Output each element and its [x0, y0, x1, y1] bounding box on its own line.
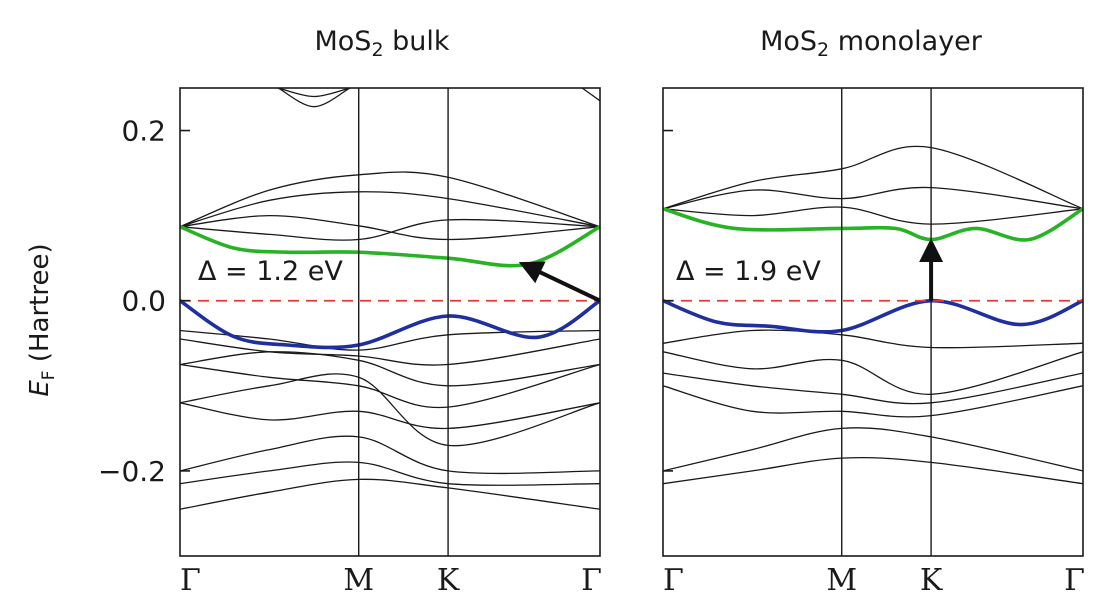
band-line: [663, 186, 1083, 210]
plot-frame: [662, 87, 1084, 557]
bulk-panel: MoS2 bulk Δ = 1.2 eV 0.2 0.0 −0.2 Γ M K Γ: [98, 26, 602, 598]
band-line: [180, 435, 600, 475]
band-line: [180, 478, 600, 510]
bulk-panel-title: MoS2 bulk: [314, 26, 449, 61]
x-tick-label: K: [437, 563, 460, 598]
x-tick-label: Γ: [581, 563, 602, 598]
band-line: [180, 171, 600, 228]
monolayer-panel-title: MoS2 monolayer: [760, 26, 983, 61]
plot-area: [663, 145, 1083, 485]
valence-band: [180, 298, 600, 350]
band-line: [180, 373, 600, 447]
x-tick-label: M: [343, 563, 374, 598]
band-line: [663, 145, 1083, 210]
x-tick-label: M: [826, 563, 857, 598]
valence-band: [663, 298, 1083, 334]
band-line: [180, 218, 600, 241]
band-line: [663, 385, 1083, 418]
y-axis-label: EF (Hartree): [25, 243, 59, 396]
band-line: [663, 456, 1083, 485]
monolayer-panel: MoS2 monolayer Δ = 1.9 eV Γ M K Γ: [662, 26, 1085, 598]
gap-arrow: [518, 261, 601, 303]
y-tick-label: −0.2: [98, 455, 166, 488]
band-line: [277, 88, 351, 98]
conduction-band: [663, 207, 1083, 242]
band-line: [663, 206, 1083, 225]
band-line: [180, 338, 600, 366]
band-line: [180, 214, 600, 241]
bulk-gap-annotation: Δ = 1.2 eV: [198, 256, 343, 287]
band-line: [180, 191, 600, 228]
x-tick-label: Γ: [663, 563, 684, 598]
band-line: [180, 329, 600, 351]
band-line: [663, 329, 1083, 349]
band-line: [180, 402, 600, 430]
plot-frame: [179, 87, 601, 557]
band-line: [180, 363, 600, 409]
x-tick-label: Γ: [180, 563, 201, 598]
band-line: [663, 427, 1083, 472]
monolayer-gap-annotation: Δ = 1.9 eV: [676, 256, 821, 287]
band-line: [180, 461, 600, 486]
x-tick-label: K: [920, 563, 943, 598]
band-line: [277, 88, 351, 108]
x-tick-label: Γ: [1064, 563, 1085, 598]
band-line: [663, 372, 1083, 405]
band-line: [663, 351, 1083, 395]
y-tick-label: 0.2: [121, 115, 166, 148]
band-line: [180, 351, 600, 387]
band-line: [581, 88, 600, 102]
y-tick-label: 0.0: [121, 285, 166, 318]
plot-area: [180, 88, 600, 510]
